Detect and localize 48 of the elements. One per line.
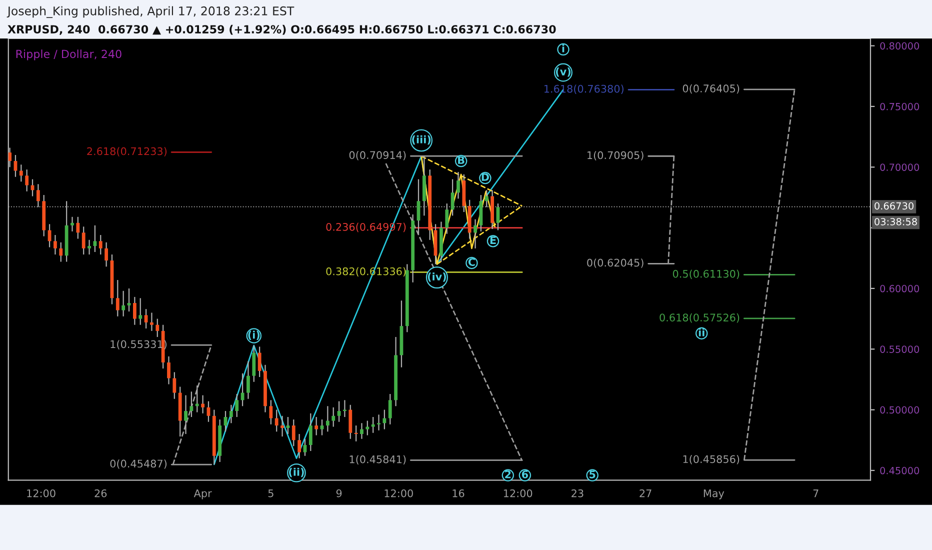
y-tick-label: 0.55000	[880, 346, 920, 353]
series-label: 0(0.62045)	[587, 258, 644, 268]
x-tick-label: 7	[813, 490, 818, 498]
series-label: 1(0.45856)	[683, 455, 740, 464]
x-tick-label: Apr	[194, 490, 212, 500]
x-tick-label: 23	[572, 489, 584, 498]
annotation: i	[562, 44, 564, 52]
annotation: 6	[522, 470, 528, 478]
x-tick-label: 26	[94, 489, 107, 498]
x-tick-label: May	[704, 490, 724, 500]
annotation: 5	[590, 470, 596, 478]
series-label: 0(0.45487)	[110, 460, 167, 469]
series-label: 0(0.76405)	[682, 84, 740, 94]
y-tick-label: 0.80000	[880, 42, 920, 50]
x-tick-label: 12:00	[27, 489, 56, 498]
x-tick-label: 27	[640, 489, 652, 498]
series-label: 2.618(0.71233)	[87, 147, 167, 156]
y-tick-label: 0.70000	[880, 164, 920, 171]
text: Joseph_King published, April 17, 2018 23:21 EST	[6, 6, 294, 18]
annotation: D	[482, 173, 489, 181]
chart-subtitle: XRPUSD, 240 0.66730 ▲ +0.01259 (+1.92%) O:0.66495 H:0.66750 L:0.66371 C:0.66730	[8, 24, 556, 35]
series-label: 0.618(0.57526)	[660, 313, 740, 323]
annotation: (iii)	[412, 135, 431, 145]
annotation: (ii)	[289, 468, 304, 478]
series-label: 0.5(0.61130)	[672, 270, 740, 279]
series-label: 1(0.45841)	[350, 455, 406, 464]
annotation: (i)	[248, 330, 260, 340]
annotation: E	[490, 236, 496, 244]
series-label: 1(0.70905)	[588, 151, 644, 160]
annotation: (v)	[556, 67, 571, 77]
x-tick-label: 9	[336, 489, 342, 498]
annotation: 2	[505, 470, 511, 478]
x-tick-label: 12:00	[504, 489, 532, 498]
annotation: (iv)	[428, 272, 446, 282]
annotation: B	[458, 156, 464, 164]
annotation: C	[468, 258, 475, 266]
x-tick-label: 16	[452, 489, 464, 498]
series-label: 1.618(0.76380)	[544, 84, 624, 94]
ref-line-label: 0.66730	[874, 202, 914, 210]
text: 03:38:58	[874, 218, 917, 226]
y-tick-label: 0.50000	[880, 406, 920, 414]
y-tick-label: 0.45000	[880, 466, 920, 474]
x-tick-label: 12:00	[384, 489, 413, 498]
series-label: 0(0.70914)	[349, 150, 406, 160]
text: Ripple / Dollar, 240	[16, 50, 122, 60]
x-tick-label: 5	[268, 490, 274, 498]
y-tick-label: 0.60000	[880, 284, 920, 292]
y-tick-label: 0.75000	[880, 102, 920, 110]
